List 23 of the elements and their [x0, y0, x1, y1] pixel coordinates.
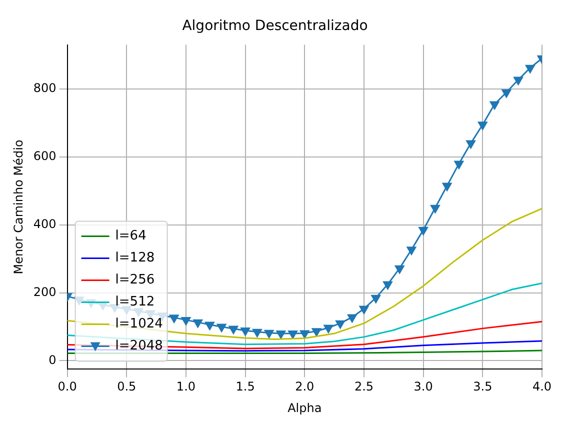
x-tick-label: 3.5 — [473, 380, 492, 394]
y-tick-label: 200 — [33, 284, 56, 299]
y-tick-label: 800 — [33, 81, 56, 96]
y-axis-title: Menor Caminho Médio — [11, 140, 26, 274]
legend-label: l=512 — [115, 294, 155, 310]
x-tick-label: 2.0 — [295, 380, 314, 394]
legend-label: l=2048 — [115, 338, 163, 354]
legend-label: l=128 — [115, 250, 155, 266]
x-tick-label: 1.0 — [176, 380, 196, 394]
legend-label: l=256 — [115, 272, 155, 288]
chart-title: Algoritmo Descentralizado — [182, 18, 368, 34]
y-tick-label: 600 — [33, 149, 56, 164]
legend-label: l=1024 — [115, 316, 163, 332]
x-tick-label: 1.5 — [236, 380, 255, 394]
x-tick-label: 2.5 — [354, 380, 374, 394]
x-tick-label: 0.0 — [58, 380, 77, 394]
x-tick-label: 4.0 — [532, 380, 552, 394]
x-tick-label: 0.5 — [117, 380, 136, 394]
x-tick-label: 3.0 — [414, 380, 433, 394]
y-tick-label: 400 — [33, 216, 56, 231]
y-tick-label: 0 — [48, 352, 56, 367]
legend-label: l=64 — [115, 228, 146, 244]
x-axis-title: Alpha — [288, 400, 322, 415]
